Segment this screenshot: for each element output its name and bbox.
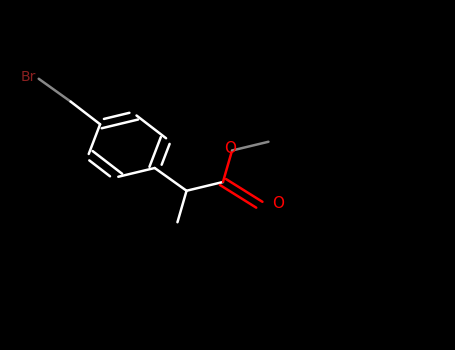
Text: O: O xyxy=(272,196,284,210)
Text: O: O xyxy=(224,141,236,156)
Text: Br: Br xyxy=(21,70,36,84)
